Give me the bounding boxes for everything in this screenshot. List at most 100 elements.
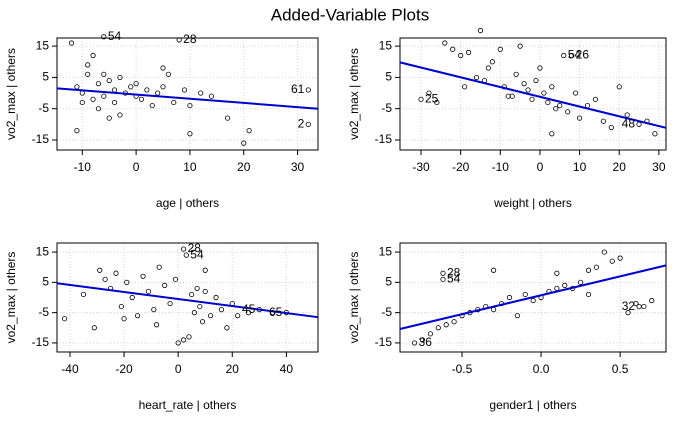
point-label: 2 — [298, 117, 305, 131]
point — [649, 297, 655, 304]
y-tick-label: -5 — [381, 305, 392, 319]
y-tick-label: -15 — [375, 132, 393, 146]
point — [145, 288, 152, 295]
y-tick-label: 15 — [379, 244, 393, 258]
point-label: 54 — [108, 29, 122, 43]
point — [554, 285, 560, 292]
point — [616, 84, 622, 90]
plot-frame — [399, 242, 667, 353]
point — [106, 77, 112, 84]
point — [133, 81, 139, 87]
point — [85, 71, 91, 77]
point — [95, 81, 102, 87]
point — [617, 255, 623, 261]
x-tick-label: -10 — [74, 160, 92, 174]
point — [537, 65, 543, 71]
point — [636, 303, 642, 310]
point — [576, 115, 583, 121]
point — [144, 87, 150, 93]
point — [102, 276, 108, 282]
point — [180, 337, 187, 343]
point — [149, 102, 155, 109]
point — [183, 252, 189, 258]
point — [593, 264, 600, 270]
point — [91, 325, 97, 331]
point — [578, 279, 584, 285]
point — [545, 99, 551, 106]
point — [101, 71, 107, 77]
point — [95, 106, 102, 112]
point — [61, 316, 68, 322]
point — [68, 40, 75, 46]
point — [162, 282, 168, 288]
point — [199, 319, 206, 325]
x-tick-label: 0.0 — [533, 362, 550, 376]
point — [305, 87, 311, 93]
point — [636, 121, 642, 127]
point — [569, 52, 575, 59]
point — [573, 90, 579, 96]
y-axis-label: vo2_max | others — [4, 252, 18, 344]
point — [426, 90, 432, 96]
point — [549, 84, 555, 90]
panel: -10 0 10 20 30 -15 -5 5 15 age | others vo2_max | … — [4, 29, 319, 210]
point — [90, 96, 96, 102]
x-axis-label: gender1 | others — [489, 398, 576, 412]
point — [165, 71, 171, 77]
x-tick-label: -40 — [61, 362, 79, 376]
point — [641, 303, 647, 310]
y-axis-label: vo2_max | others — [347, 252, 361, 344]
point — [554, 270, 560, 276]
point — [513, 71, 519, 77]
y-axis-label: vo2_max | others — [4, 48, 18, 140]
point — [172, 276, 179, 282]
point — [514, 313, 520, 319]
point — [156, 264, 162, 270]
plot-frame — [56, 242, 319, 353]
point — [525, 87, 531, 93]
point-label: 54 — [568, 48, 582, 62]
point — [608, 124, 614, 131]
point — [111, 99, 118, 106]
point-label: 61 — [291, 82, 305, 96]
point — [529, 96, 535, 102]
point — [224, 325, 230, 331]
point — [411, 340, 418, 346]
point — [160, 65, 166, 71]
point — [565, 109, 571, 115]
point — [194, 285, 200, 292]
point — [465, 49, 472, 55]
x-tick-label: 0.5 — [612, 362, 629, 376]
point — [128, 84, 134, 90]
point — [541, 90, 547, 96]
point — [505, 93, 511, 99]
point — [134, 313, 141, 319]
point — [458, 52, 464, 59]
point — [208, 93, 215, 99]
point — [609, 258, 615, 264]
point — [80, 291, 87, 298]
y-tick-label: 15 — [379, 38, 393, 52]
point — [175, 340, 181, 346]
point — [530, 297, 536, 304]
point — [517, 43, 523, 49]
point — [509, 93, 515, 99]
point — [111, 87, 118, 93]
point — [155, 90, 161, 96]
x-tick-label: -30 — [412, 160, 430, 174]
point — [235, 313, 241, 319]
y-axis-label: vo2_max | others — [347, 48, 361, 140]
point — [491, 267, 497, 273]
point — [473, 74, 480, 81]
point — [113, 270, 119, 276]
point — [506, 294, 513, 301]
x-tick-label: 30 — [652, 160, 666, 174]
point — [106, 115, 112, 121]
point — [189, 291, 195, 298]
y-tick-label: -15 — [32, 132, 50, 146]
point — [208, 313, 214, 319]
y-tick-label: 5 — [42, 275, 49, 289]
point — [305, 121, 311, 127]
point — [180, 246, 187, 252]
point — [140, 273, 146, 279]
